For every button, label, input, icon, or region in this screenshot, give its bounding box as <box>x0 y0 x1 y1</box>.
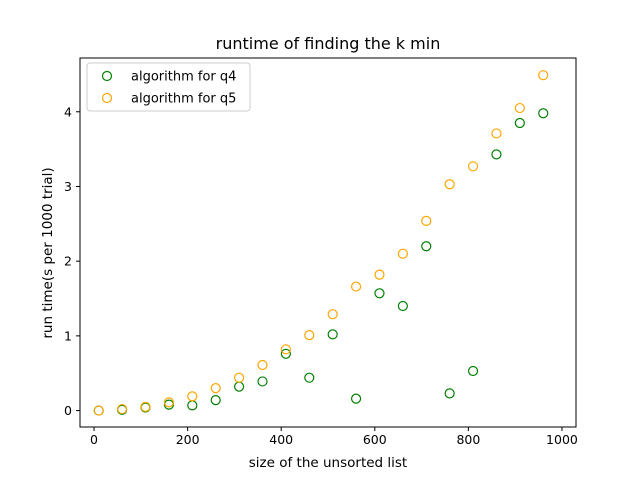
data-point-series-2 <box>233 372 245 383</box>
data-point-series-2 <box>350 281 362 292</box>
x-tick-label: 200 <box>176 432 200 447</box>
data-point-series-1 <box>421 241 432 252</box>
y-tick-label: 2 <box>64 254 72 269</box>
legend: algorithm for q4 algorithm for q5 <box>86 62 251 112</box>
legend-frame <box>86 62 251 112</box>
data-point-series-1 <box>304 372 315 383</box>
data-point-series-1 <box>374 288 385 299</box>
x-tick-label: 1000 <box>546 432 578 447</box>
data-point-series-1 <box>350 393 362 404</box>
points-layer <box>93 70 549 416</box>
data-point-series-2 <box>538 70 549 81</box>
ticks-layer: 0 200 400 600 800 1000 0 1 2 3 4 <box>64 104 578 447</box>
data-point-series-1 <box>397 300 408 312</box>
data-point-series-1 <box>467 365 479 377</box>
data-point-series-2 <box>163 397 175 408</box>
data-point-series-2 <box>280 344 291 355</box>
data-point-series-2 <box>140 401 151 412</box>
data-point-series-2 <box>421 215 432 226</box>
x-tick-label: 600 <box>363 432 387 447</box>
data-point-series-1 <box>280 348 291 359</box>
data-point-series-2 <box>304 330 315 341</box>
x-tick-label: 0 <box>90 432 98 447</box>
y-axis-label: run time(s per 1000 trial) <box>40 167 56 338</box>
data-point-series-2 <box>467 161 479 172</box>
data-point-series-1 <box>514 117 525 129</box>
data-point-series-2 <box>210 383 221 394</box>
legend-label-q5: algorithm for q5 <box>131 92 236 107</box>
data-point-series-2 <box>444 179 455 190</box>
data-point-series-2 <box>514 102 525 114</box>
data-point-series-1 <box>538 108 549 119</box>
y-tick-label: 0 <box>64 403 72 418</box>
data-point-series-1 <box>444 388 455 399</box>
data-point-series-2 <box>397 248 408 259</box>
y-tick-label: 4 <box>64 104 72 119</box>
data-point-series-2 <box>93 405 104 416</box>
x-axis-label: size of the unsorted list <box>249 455 407 471</box>
chart-title: runtime of finding the k min <box>216 34 441 53</box>
data-point-series-2 <box>187 391 198 402</box>
legend-marker-q4 <box>101 70 113 82</box>
y-tick-label: 1 <box>64 328 72 343</box>
data-point-series-2 <box>327 309 338 320</box>
legend-label-q4: algorithm for q4 <box>131 70 236 85</box>
plot-area-frame <box>79 57 577 428</box>
data-point-series-2 <box>257 359 268 371</box>
data-point-series-1 <box>327 329 338 340</box>
data-point-series-1 <box>491 149 502 160</box>
data-point-series-2 <box>374 269 385 280</box>
x-tick-label: 800 <box>456 432 480 447</box>
x-tick-label: 400 <box>269 432 293 447</box>
legend-marker-q5 <box>101 92 113 104</box>
data-point-series-2 <box>491 128 502 139</box>
data-point-series-1 <box>210 395 221 406</box>
data-point-series-2 <box>117 403 128 415</box>
data-point-series-1 <box>257 376 268 387</box>
y-tick-label: 3 <box>64 179 72 194</box>
